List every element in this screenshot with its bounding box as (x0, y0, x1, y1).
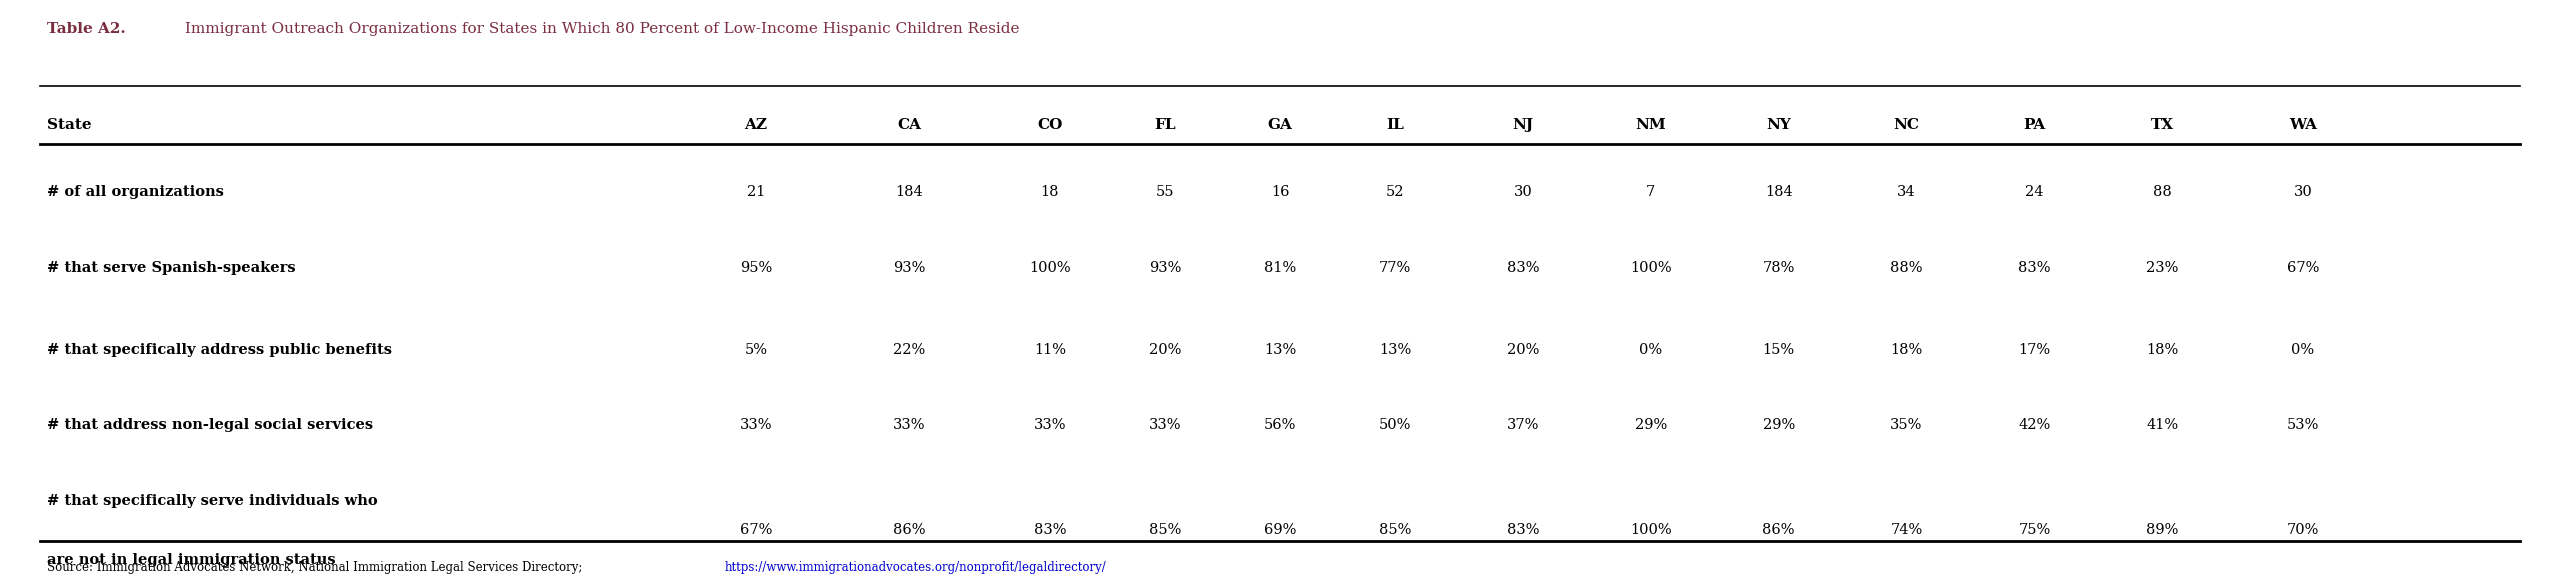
Text: 86%: 86% (1761, 523, 1795, 537)
Text: IL: IL (1385, 118, 1403, 132)
Text: NY: NY (1766, 118, 1792, 132)
Text: 37%: 37% (1508, 418, 1539, 432)
Text: 30: 30 (2294, 185, 2312, 199)
Text: 88%: 88% (1889, 261, 1923, 275)
Text: CO: CO (1037, 118, 1062, 132)
Text: 0%: 0% (1638, 343, 1661, 356)
Text: Table A2.: Table A2. (49, 22, 125, 36)
Text: 86%: 86% (893, 523, 927, 537)
Text: 67%: 67% (2286, 261, 2319, 275)
Text: 30: 30 (1513, 185, 1533, 199)
Text: 85%: 85% (1380, 523, 1411, 537)
Text: 24: 24 (2025, 185, 2043, 199)
Text: 85%: 85% (1149, 523, 1180, 537)
Text: 41%: 41% (2145, 418, 2179, 432)
Text: PA: PA (2022, 118, 2045, 132)
Text: NJ: NJ (1513, 118, 1533, 132)
Text: 78%: 78% (1761, 261, 1795, 275)
Text: https://www.immigrationadvocates.org/nonprofit/legaldirectory/: https://www.immigrationadvocates.org/non… (724, 561, 1106, 574)
Text: 16: 16 (1270, 185, 1290, 199)
Text: NM: NM (1636, 118, 1667, 132)
Text: 83%: 83% (2017, 261, 2051, 275)
Text: are not in legal immigration status: are not in legal immigration status (49, 553, 335, 567)
Text: 33%: 33% (1034, 418, 1065, 432)
Text: 13%: 13% (1380, 343, 1411, 356)
Text: 95%: 95% (740, 261, 773, 275)
Text: 83%: 83% (1508, 523, 1539, 537)
Text: State: State (49, 118, 92, 132)
Text: 184: 184 (896, 185, 924, 199)
Text: GA: GA (1267, 118, 1293, 132)
Text: 18%: 18% (2145, 343, 2179, 356)
Text: 83%: 83% (1034, 523, 1065, 537)
Text: Source: Immigration Advocates Network, National Immigration Legal Services Direc: Source: Immigration Advocates Network, N… (49, 561, 586, 574)
Text: 18%: 18% (1889, 343, 1923, 356)
Text: 83%: 83% (1508, 261, 1539, 275)
Text: 21: 21 (748, 185, 765, 199)
Text: 20%: 20% (1149, 343, 1180, 356)
Text: 93%: 93% (1149, 261, 1180, 275)
Text: 56%: 56% (1265, 418, 1295, 432)
Text: 74%: 74% (1889, 523, 1923, 537)
Text: 13%: 13% (1265, 343, 1295, 356)
Text: # that serve Spanish-speakers: # that serve Spanish-speakers (49, 261, 297, 275)
Text: Immigrant Outreach Organizations for States in Which 80 Percent of Low-Income Hi: Immigrant Outreach Organizations for Sta… (179, 22, 1019, 36)
Text: 69%: 69% (1265, 523, 1295, 537)
Text: 42%: 42% (2017, 418, 2051, 432)
Text: 11%: 11% (1034, 343, 1065, 356)
Text: 52: 52 (1385, 185, 1405, 199)
Text: 15%: 15% (1764, 343, 1795, 356)
Text: WA: WA (2289, 118, 2317, 132)
Text: FL: FL (1155, 118, 1175, 132)
Text: 81%: 81% (1265, 261, 1295, 275)
Text: 5%: 5% (745, 343, 768, 356)
Text: 88: 88 (2153, 185, 2171, 199)
Text: 93%: 93% (893, 261, 924, 275)
Text: # that specifically address public benefits: # that specifically address public benef… (49, 343, 392, 356)
Text: 53%: 53% (2286, 418, 2319, 432)
Text: 100%: 100% (1631, 523, 1672, 537)
Text: # that specifically serve individuals who: # that specifically serve individuals wh… (49, 494, 379, 508)
Text: 22%: 22% (893, 343, 924, 356)
Text: TX: TX (2150, 118, 2173, 132)
Text: 184: 184 (1764, 185, 1792, 199)
Text: 35%: 35% (1889, 418, 1923, 432)
Text: 23%: 23% (2145, 261, 2179, 275)
Text: CA: CA (896, 118, 922, 132)
Text: 77%: 77% (1380, 261, 1411, 275)
Text: 18: 18 (1039, 185, 1060, 199)
Text: 70%: 70% (2286, 523, 2319, 537)
Text: 100%: 100% (1029, 261, 1070, 275)
Text: # that address non-legal social services: # that address non-legal social services (49, 418, 374, 432)
Text: 33%: 33% (893, 418, 927, 432)
Text: AZ: AZ (745, 118, 768, 132)
Text: NC: NC (1894, 118, 1920, 132)
Text: 17%: 17% (2017, 343, 2051, 356)
Text: 33%: 33% (1149, 418, 1180, 432)
Text: 75%: 75% (2017, 523, 2051, 537)
Text: 33%: 33% (740, 418, 773, 432)
Text: 50%: 50% (1380, 418, 1411, 432)
Text: 67%: 67% (740, 523, 773, 537)
Text: 89%: 89% (2145, 523, 2179, 537)
Text: 34: 34 (1897, 185, 1915, 199)
Text: 29%: 29% (1636, 418, 1667, 432)
Text: 7: 7 (1646, 185, 1656, 199)
Text: 0%: 0% (2291, 343, 2314, 356)
Text: # of all organizations: # of all organizations (49, 185, 225, 199)
Text: 100%: 100% (1631, 261, 1672, 275)
Text: 55: 55 (1155, 185, 1175, 199)
Text: 29%: 29% (1761, 418, 1795, 432)
Text: 20%: 20% (1508, 343, 1539, 356)
